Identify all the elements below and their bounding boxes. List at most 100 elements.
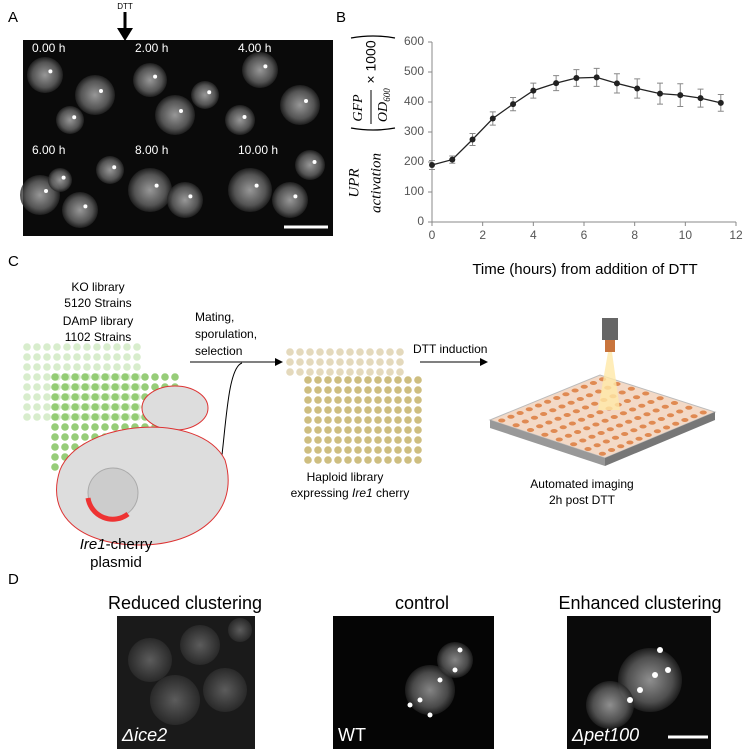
colony <box>23 403 31 411</box>
well <box>521 419 529 424</box>
cell <box>128 638 172 682</box>
well <box>644 433 652 437</box>
colony <box>23 393 31 401</box>
plate-side <box>490 420 605 466</box>
colony <box>91 413 99 421</box>
colony <box>314 406 322 414</box>
cell <box>618 648 682 712</box>
colony <box>404 386 412 394</box>
well <box>574 430 582 434</box>
colony <box>374 396 382 404</box>
wells <box>498 377 707 456</box>
colony <box>404 416 412 424</box>
timepoint: 8.00 h <box>135 143 168 157</box>
well <box>553 396 561 400</box>
punctum <box>293 194 298 199</box>
timepoint: 10.00 h <box>238 143 278 157</box>
colony <box>354 456 362 464</box>
colony <box>334 416 342 424</box>
punctum <box>44 189 48 193</box>
colony <box>314 456 322 464</box>
colony <box>386 368 394 376</box>
panel-label: A <box>8 9 18 26</box>
colony <box>394 436 402 444</box>
colony <box>344 406 352 414</box>
colony <box>103 343 111 351</box>
x-tick-label: 12 <box>729 228 743 242</box>
well <box>580 384 588 389</box>
panel-title: Enhanced clustering <box>558 593 721 613</box>
well <box>555 437 563 442</box>
well <box>657 417 665 421</box>
punctum <box>304 99 308 103</box>
label: 1102 Strains <box>65 330 132 344</box>
colony <box>63 353 71 361</box>
colony <box>131 393 139 401</box>
colony <box>121 413 129 421</box>
colony <box>334 386 342 394</box>
light-cone <box>598 352 620 410</box>
colony <box>376 368 384 376</box>
timepoints: 0.00 h 2.00 h 4.00 h 6.00 h 8.00 h 10.00… <box>32 41 278 157</box>
colony <box>334 436 342 444</box>
colony <box>23 413 31 421</box>
colony <box>414 386 422 394</box>
well <box>584 447 592 451</box>
colony <box>113 353 121 361</box>
well <box>595 389 603 394</box>
colony <box>336 348 344 356</box>
colony <box>324 396 332 404</box>
colony <box>111 403 119 411</box>
punctum <box>99 89 103 93</box>
label: 2h post DTT <box>549 493 616 507</box>
well <box>558 404 566 409</box>
colony <box>33 353 41 361</box>
colony <box>43 383 51 391</box>
colony <box>131 383 139 391</box>
colony <box>304 426 312 434</box>
colony <box>93 363 101 371</box>
point <box>469 136 476 143</box>
colony <box>374 376 382 384</box>
punctum <box>627 697 633 703</box>
cell <box>62 192 98 228</box>
y-tick-label: 200 <box>404 154 424 168</box>
well <box>656 396 664 401</box>
punctum <box>254 183 259 188</box>
colony <box>414 436 422 444</box>
punctum <box>427 712 433 718</box>
well <box>544 399 552 404</box>
colony <box>33 343 41 351</box>
colony <box>53 343 61 351</box>
colony <box>404 376 412 384</box>
colony <box>314 376 322 384</box>
point <box>553 80 560 87</box>
well <box>607 448 616 452</box>
colony <box>304 386 312 394</box>
colony <box>151 373 159 381</box>
timepoint: 2.00 h <box>135 41 168 55</box>
colony <box>133 353 141 361</box>
colony <box>93 343 101 351</box>
timepoint: 0.00 h <box>32 41 65 55</box>
colony <box>131 413 139 421</box>
strain-label: WT <box>338 725 366 745</box>
colony <box>404 406 412 414</box>
x-tick-label: 0 <box>429 228 436 242</box>
well <box>540 412 548 416</box>
cell <box>225 105 255 135</box>
colony <box>344 376 352 384</box>
colony <box>304 456 312 464</box>
colony <box>111 423 119 431</box>
colony <box>374 426 382 434</box>
colony <box>161 373 169 381</box>
well <box>512 423 520 428</box>
colony <box>51 413 59 421</box>
point <box>530 87 537 94</box>
colony <box>111 373 119 381</box>
colony <box>33 363 41 371</box>
colony <box>394 446 402 454</box>
colony <box>71 383 79 391</box>
y-label-part: UPR <box>346 168 362 197</box>
colony <box>346 368 354 376</box>
